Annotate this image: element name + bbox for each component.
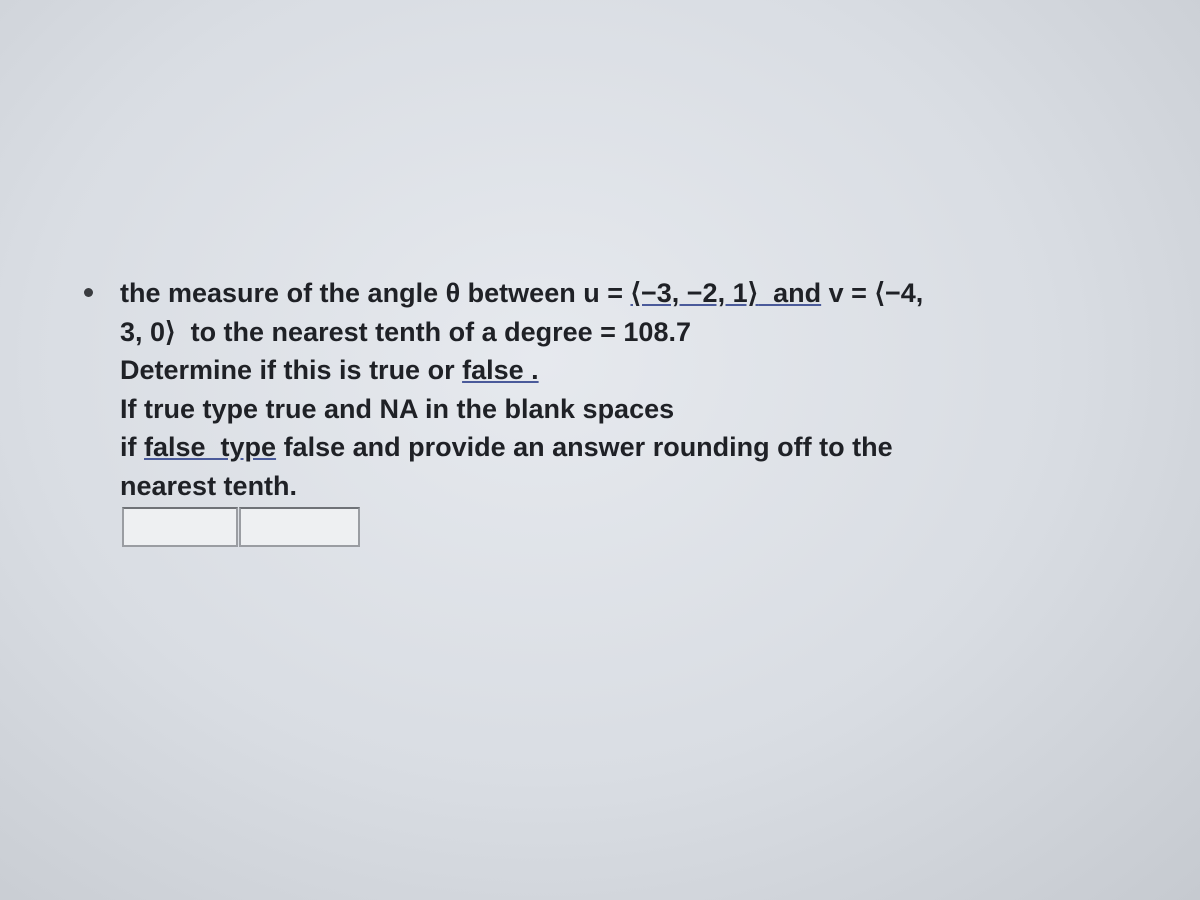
answer-input[interactable] bbox=[239, 507, 360, 547]
text: nearest tenth. bbox=[120, 470, 298, 501]
question-line: Determine if this is true or false . bbox=[120, 351, 1180, 390]
text: ⟨−3, −2, 1⟩ bbox=[630, 278, 759, 308]
text: the measure of the angle θ between u = bbox=[120, 278, 631, 308]
question-line: nearest tenth. bbox=[120, 467, 1180, 506]
text: If true type true and NA in the blank sp… bbox=[120, 393, 675, 424]
text: false type bbox=[144, 432, 277, 462]
question: the measure of the angle θ between u = ⟨… bbox=[120, 274, 1180, 505]
question-line: If true type true and NA in the blank sp… bbox=[120, 390, 1180, 429]
text: Determine if this is true or bbox=[120, 355, 463, 385]
question-line: if false type false and provide an answe… bbox=[120, 428, 1180, 467]
answer-input[interactable] bbox=[122, 507, 238, 547]
question-line: the measure of the angle θ between u = ⟨… bbox=[120, 274, 1180, 313]
text: and bbox=[758, 278, 822, 308]
bullet bbox=[84, 288, 93, 297]
text: v = ⟨−4, bbox=[821, 278, 924, 308]
question-line: 3, 0⟩ to the nearest tenth of a degree =… bbox=[120, 313, 1180, 352]
text: false and provide an answer rounding off… bbox=[276, 432, 893, 462]
text: if bbox=[120, 432, 144, 462]
text: 3, 0⟩ to the nearest tenth of a degree =… bbox=[120, 316, 691, 347]
text: false . bbox=[462, 355, 539, 385]
